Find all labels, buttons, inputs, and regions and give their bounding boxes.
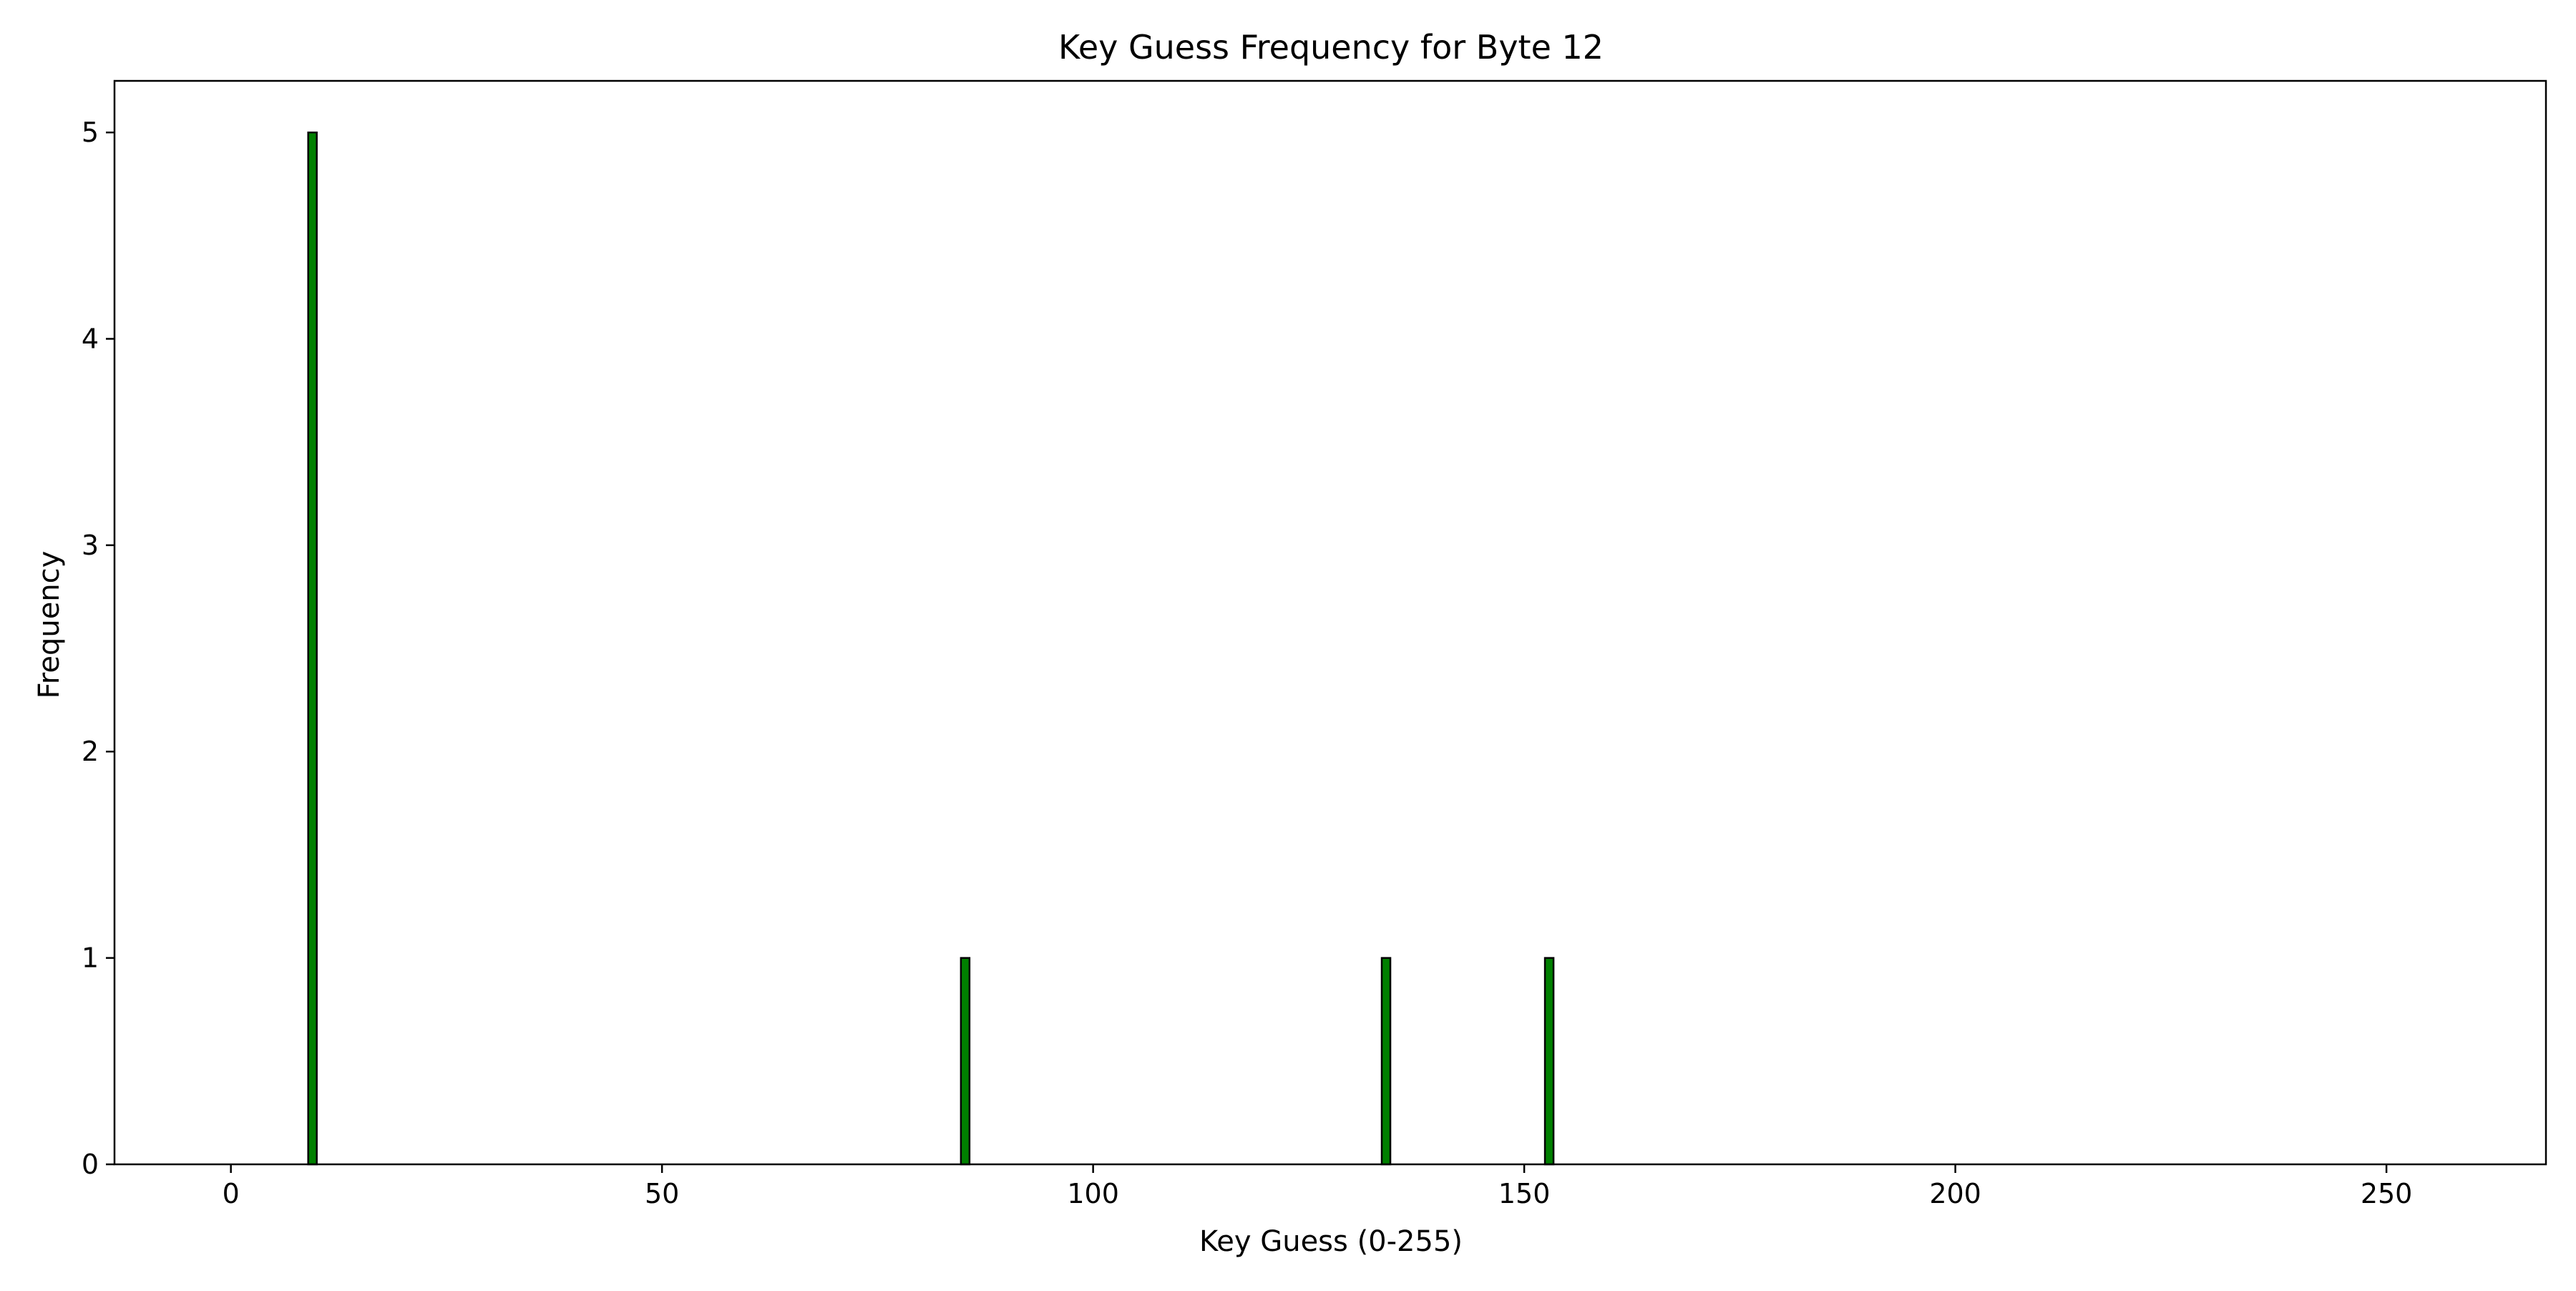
y-axis-label: Frequency <box>33 551 66 699</box>
y-tick-label: 0 <box>82 1149 99 1180</box>
x-tick-label: 200 <box>1929 1178 1981 1209</box>
y-tick-label: 5 <box>82 117 99 148</box>
histogram-bar <box>1543 957 1555 1166</box>
x-tick-label: 250 <box>2361 1178 2413 1209</box>
y-tick-label: 3 <box>82 530 99 561</box>
x-tick-label: 0 <box>223 1178 240 1209</box>
y-tick-label: 4 <box>82 323 99 354</box>
x-tick-label: 50 <box>645 1178 679 1209</box>
x-tick-label: 100 <box>1067 1178 1119 1209</box>
x-axis-label: Key Guess (0-255) <box>1199 1225 1463 1258</box>
y-tick-label: 1 <box>82 942 99 974</box>
bars-layer <box>230 131 2430 1166</box>
histogram-bar <box>307 131 318 1166</box>
histogram-bar <box>1380 957 1392 1166</box>
chart-title: Key Guess Frequency for Byte 12 <box>1058 28 1604 67</box>
plot-frame <box>113 79 2547 1166</box>
axes-layer: 0 50 100 150 200 250 0 1 2 3 4 5 <box>82 79 2547 1209</box>
histogram-bar <box>960 957 971 1166</box>
x-tick-label: 150 <box>1498 1178 1551 1209</box>
y-tick-label: 2 <box>82 736 99 767</box>
